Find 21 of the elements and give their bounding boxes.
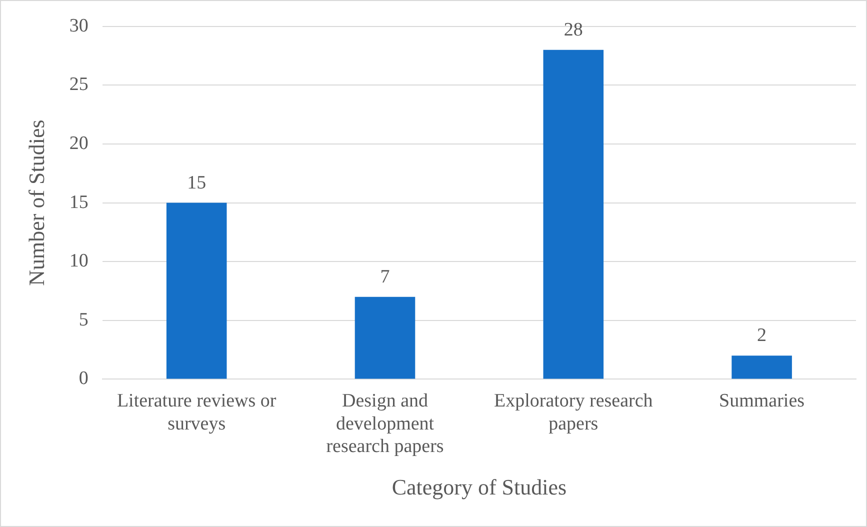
y-tick-label: 5 — [78, 309, 88, 330]
bar — [354, 296, 416, 379]
bar — [543, 50, 604, 379]
y-tick-label: 0 — [78, 368, 88, 390]
data-label: 7 — [380, 266, 390, 288]
data-label: 28 — [564, 19, 583, 40]
y-tick-label: 25 — [69, 74, 88, 96]
x-tick-label: Literature reviews or surveys — [116, 390, 277, 434]
data-label: 2 — [757, 325, 767, 346]
y-tick-label: 15 — [69, 192, 88, 213]
x-tick-label: Exploratory research papers — [494, 390, 654, 434]
y-tick-label: 30 — [69, 15, 88, 36]
y-tick-label: 20 — [69, 132, 88, 154]
data-label: 15 — [187, 172, 206, 194]
x-tick-label: Design and development research papers — [326, 390, 444, 458]
x-axis-title: Category of Studies — [392, 474, 567, 500]
bar — [166, 202, 227, 379]
y-tick-label: 10 — [69, 250, 88, 272]
bar — [732, 356, 792, 379]
x-tick-label: Summaries — [719, 390, 805, 412]
y-axis-title: Number of Studies — [24, 120, 49, 286]
